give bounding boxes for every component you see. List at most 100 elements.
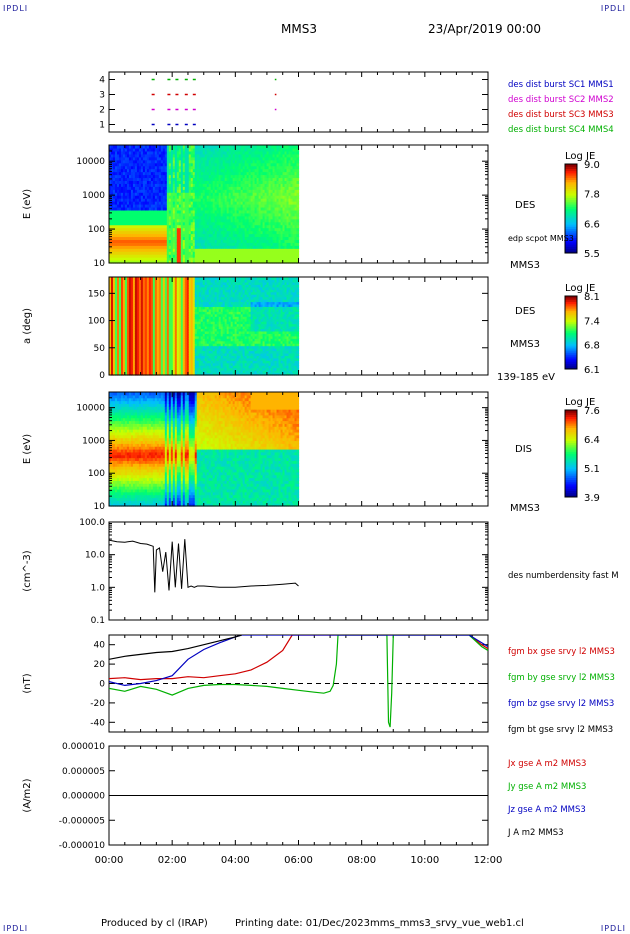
- x-tick-label: 08:00: [347, 855, 376, 866]
- des-pitch-spacecraft: MMS3: [510, 339, 540, 350]
- des_pitch-colorbar-tick: 7.4: [584, 316, 600, 327]
- fgm-ytick-label: -40: [90, 718, 105, 728]
- des_energy-colorbar-tick: 7.8: [584, 190, 600, 201]
- des_pitch-frame: [108, 276, 489, 376]
- fgm-ytick-label: -20: [90, 699, 105, 709]
- dis-energy-spacecraft: MMS3: [510, 503, 540, 514]
- current-ylabel: (A/m2): [22, 778, 33, 812]
- dis_energy-colorbar-border: [564, 409, 578, 498]
- dis_energy-ytick-label: 1000: [82, 436, 105, 446]
- des_pitch-colorbar-title: Log JE: [565, 283, 595, 294]
- burst-legend-1: des dist burst SC1 MMS1: [508, 80, 614, 90]
- des_pitch-ytick-label: 50: [94, 344, 106, 354]
- density-frame: [108, 521, 489, 621]
- burst-ytick-label: 4: [99, 76, 105, 86]
- burst-legend-2: des dist burst SC2 MMS2: [508, 95, 614, 105]
- des-energy-instrument: DES: [515, 200, 535, 211]
- des_pitch-ytick-label: 0: [99, 371, 105, 381]
- des_pitch-colorbar-tick: 8.1: [584, 292, 600, 303]
- density-series-line: [108, 539, 299, 593]
- footer-file: mms_mms3_srvy_vue_web1.cl: [370, 918, 524, 929]
- footer-produced: Produced by cl (IRAP): [101, 918, 208, 929]
- dis-energy-instrument: DIS: [515, 444, 532, 455]
- burst-border: [108, 71, 489, 133]
- des_energy-colorbar-tick: 9.0: [584, 160, 600, 171]
- des_pitch-colorbar: [564, 295, 578, 370]
- burst-ytick-label: 2: [99, 106, 105, 116]
- des-energy-annotation: edp scpot MMS3: [508, 234, 574, 243]
- current-ytick-label: -0.000010: [59, 841, 105, 851]
- corner-label-bottom-left: IPDLI: [3, 924, 29, 933]
- des_pitch-heatmap: [109, 277, 300, 376]
- corner-label-bottom-right: IPDLI: [600, 924, 626, 933]
- dis_energy-ytick-label: 10: [94, 502, 106, 512]
- fgm-ytick-label: 20: [94, 660, 106, 670]
- fgm-series-line: [109, 635, 488, 728]
- density-legend-1: des numberdensity fast M: [508, 571, 619, 581]
- corner-label-top-left: IPDLI: [3, 4, 29, 13]
- density-ylabel: (cm^-3): [22, 550, 33, 591]
- density-ytick-label: 10.0: [85, 551, 105, 561]
- current-legend-4: J A m2 MMS3: [507, 828, 564, 838]
- burst-legend-4: des dist burst SC4 MMS4: [508, 125, 614, 135]
- dis_energy-colorbar-tick: 7.6: [584, 406, 600, 417]
- fgm-series: [109, 635, 488, 728]
- fgm-ytick-label: 0: [99, 680, 105, 690]
- dis_energy-colorbar-tick: 3.9: [584, 493, 600, 504]
- fgm-series-line: [109, 635, 242, 660]
- des_pitch-ylabel: a (deg): [22, 308, 33, 344]
- des_energy-colorbar-title: Log JE: [565, 151, 595, 162]
- des_energy-colorbar-border: [564, 163, 578, 254]
- current-ytick-label: 0.000005: [62, 767, 105, 777]
- fgm-ytick-label: 40: [94, 641, 106, 651]
- dis_energy-ytick-label: 10000: [76, 404, 105, 414]
- dis_energy-frame: [108, 391, 489, 507]
- des-pitch-instrument: DES: [515, 306, 535, 317]
- x-tick-label: 06:00: [284, 855, 313, 866]
- des_energy-ytick-label: 100: [88, 225, 105, 235]
- fgm-legend-1: fgm bx gse srvy l2 MMS3: [508, 647, 615, 657]
- des_energy-ylabel: E (eV): [22, 189, 33, 219]
- des_energy-colorbar-tick: 5.5: [584, 249, 600, 260]
- x-tick-label: 10:00: [410, 855, 439, 866]
- density-border: [108, 521, 489, 621]
- density-ytick-label: 0.1: [91, 616, 105, 626]
- fgm-legend-3: fgm bz gse srvy l2 MMS3: [508, 699, 614, 709]
- current-legend-3: Jz gse A m2 MMS3: [507, 805, 586, 815]
- des_pitch-colorbar-tick: 6.1: [584, 365, 600, 376]
- des_pitch-ytick-label: 100: [88, 317, 105, 327]
- current-legend-1: Jx gse A m2 MMS3: [507, 759, 586, 769]
- des-pitch-energy-range: 139-185 eV: [497, 372, 555, 383]
- corner-label-top-right: IPDLI: [600, 4, 626, 13]
- header-date: 23/Apr/2019 00:00: [428, 22, 542, 36]
- current-ytick-label: -0.000005: [59, 816, 105, 826]
- dis_energy-colorbar: [564, 409, 578, 498]
- x-tick-label: 00:00: [95, 855, 124, 866]
- x-tick-label: 12:00: [474, 855, 503, 866]
- des_energy-colorbar: [564, 163, 578, 254]
- des_pitch-colorbar-tick: 6.8: [584, 341, 600, 352]
- des_energy-ytick-label: 10000: [76, 157, 105, 167]
- footer-printing-date: Printing date: 01/Dec/2023: [235, 918, 371, 929]
- dis_energy-heatmap: [109, 392, 300, 507]
- burst-ytick-label: 3: [99, 91, 105, 101]
- x-tick-label: 02:00: [158, 855, 187, 866]
- current-legend-2: Jy gse A m2 MMS3: [507, 782, 586, 792]
- des_energy-frame: [108, 144, 489, 264]
- des_pitch-ytick-label: 150: [88, 289, 105, 299]
- des_pitch-colorbar-border: [564, 295, 578, 370]
- fgm-ylabel: (nT): [22, 673, 33, 693]
- dis_energy-ylabel: E (eV): [22, 434, 33, 464]
- fgm-legend-4: fgm bt gse srvy l2 MMS3: [508, 725, 613, 735]
- dis_energy-ytick-label: 100: [88, 469, 105, 479]
- dis_energy-colorbar-tick: 6.4: [584, 435, 600, 446]
- des_energy-heatmap: [109, 145, 300, 264]
- dis_energy-colorbar-title: Log JE: [565, 397, 595, 408]
- burst-ytick-label: 1: [99, 121, 105, 131]
- density-ytick-label: 100.0: [79, 518, 105, 528]
- header-spacecraft: MMS3: [281, 22, 317, 36]
- dis_energy-colorbar-tick: 5.1: [584, 464, 600, 475]
- current-ytick-label: 0.000010: [62, 742, 105, 752]
- fgm-series-line: [109, 635, 488, 681]
